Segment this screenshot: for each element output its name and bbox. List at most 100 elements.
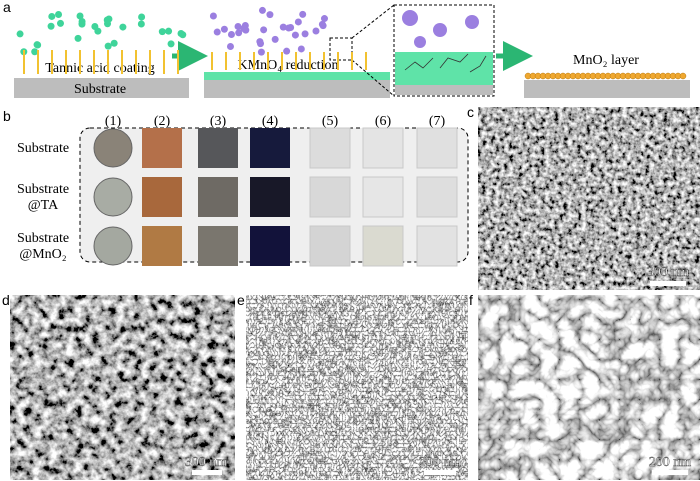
ta-dot (104, 42, 112, 50)
sample (142, 226, 182, 266)
panel-label: d (2, 292, 10, 308)
mno4-dot (209, 12, 217, 20)
substrate (14, 78, 189, 98)
mno4-dot (297, 45, 305, 53)
mno4-dot (235, 29, 243, 37)
ta-dot (179, 31, 187, 39)
sample (416, 225, 458, 267)
panel-label: b (3, 108, 11, 124)
sample (309, 176, 351, 218)
mno4-dot (301, 30, 309, 38)
coin-sample (93, 177, 133, 217)
ta-dot (31, 48, 39, 56)
mno4-dot (279, 23, 287, 31)
sample (250, 226, 290, 266)
mno2-particle (679, 72, 687, 80)
ta-dot (91, 23, 99, 31)
ta-dot (16, 30, 24, 38)
sample (250, 128, 290, 168)
panel-label: a (3, 0, 11, 15)
ta-dot (74, 34, 82, 42)
sample (198, 128, 238, 168)
ta-dot (167, 40, 175, 48)
ta-dot (48, 12, 56, 20)
mno4-dot (318, 20, 326, 28)
ta-dot (119, 23, 127, 31)
sample (250, 177, 290, 217)
sample (142, 128, 182, 168)
ta-dot (138, 13, 146, 21)
ta-dot (47, 22, 55, 30)
scale-bar-label: 200 nm (419, 455, 462, 470)
column-label: (6) (375, 114, 392, 129)
ta-dot (158, 28, 166, 36)
ta-dot (137, 20, 145, 28)
column-label: (1) (105, 114, 122, 129)
panel-a: a Substrate Tannic acid coating KMnO₄ re… (3, 0, 690, 98)
scale-bar (652, 470, 688, 475)
row-label: Substrate (17, 141, 69, 156)
step-label: Tannic acid coating (45, 61, 154, 76)
coin-sample (93, 226, 133, 266)
mno4-dot (299, 10, 307, 18)
mno4-ion (465, 15, 479, 29)
panel-label: e (237, 292, 245, 308)
molecule (404, 53, 487, 73)
panel-c: c 300 nm (467, 104, 700, 290)
sample (309, 127, 351, 169)
ta-dot (165, 27, 173, 35)
ta-dot (78, 20, 86, 28)
mno4-dot (312, 27, 320, 35)
column-label: (7) (429, 114, 446, 129)
column-label: (5) (322, 114, 339, 129)
mno4-ion (433, 23, 447, 37)
panel-e: e 200 nm (237, 292, 468, 480)
sample (309, 225, 351, 267)
scale-bar (192, 470, 222, 475)
sample (362, 176, 404, 218)
mno4-dot (260, 26, 268, 34)
mno4-dot (256, 40, 264, 48)
scale-bar (424, 470, 456, 475)
sample (416, 176, 458, 218)
ta-dot (110, 39, 118, 47)
substrate (204, 80, 390, 98)
mno4-dot (266, 11, 274, 19)
sample (362, 225, 404, 267)
mno4-dot (234, 22, 242, 30)
panel-b: b (1) (2) (3) (4) (5) (6) (7) Substrate Substrat… (3, 108, 469, 267)
sample (142, 177, 182, 217)
mno4-dot (287, 23, 295, 31)
ta-dot (55, 10, 63, 18)
row-label: Substrate (17, 231, 69, 246)
zoom-line (351, 59, 395, 97)
zoom-line (351, 4, 395, 39)
panel-f: f 200 nm (469, 292, 700, 480)
panel-label: f (469, 292, 473, 308)
mno4-dot (227, 30, 235, 38)
column-label: (4) (262, 114, 279, 129)
scale-bar-label: 200 nm (649, 455, 692, 470)
column-label: (3) (210, 114, 227, 129)
sample (198, 177, 238, 217)
scale-bar-label: 300 nm (647, 265, 690, 280)
mno4-dot (240, 24, 248, 32)
mno4-dot (294, 18, 302, 26)
mno4-dot (226, 42, 234, 50)
step-label: MnO₂ layer (573, 53, 639, 68)
ta-layer (204, 72, 390, 80)
mno4-dot (257, 48, 265, 56)
scale-bar-label: 300 nm (185, 455, 228, 470)
sem-image (10, 295, 235, 480)
mno4-ion (414, 36, 426, 48)
mno4-ion (402, 10, 418, 26)
sample (362, 127, 404, 169)
coin-sample (93, 128, 133, 168)
sem-image (478, 107, 700, 290)
ta-dot (33, 41, 41, 49)
scale-bar (650, 281, 686, 286)
sample (416, 127, 458, 169)
sample (198, 226, 238, 266)
substrate-label: Substrate (74, 82, 126, 97)
